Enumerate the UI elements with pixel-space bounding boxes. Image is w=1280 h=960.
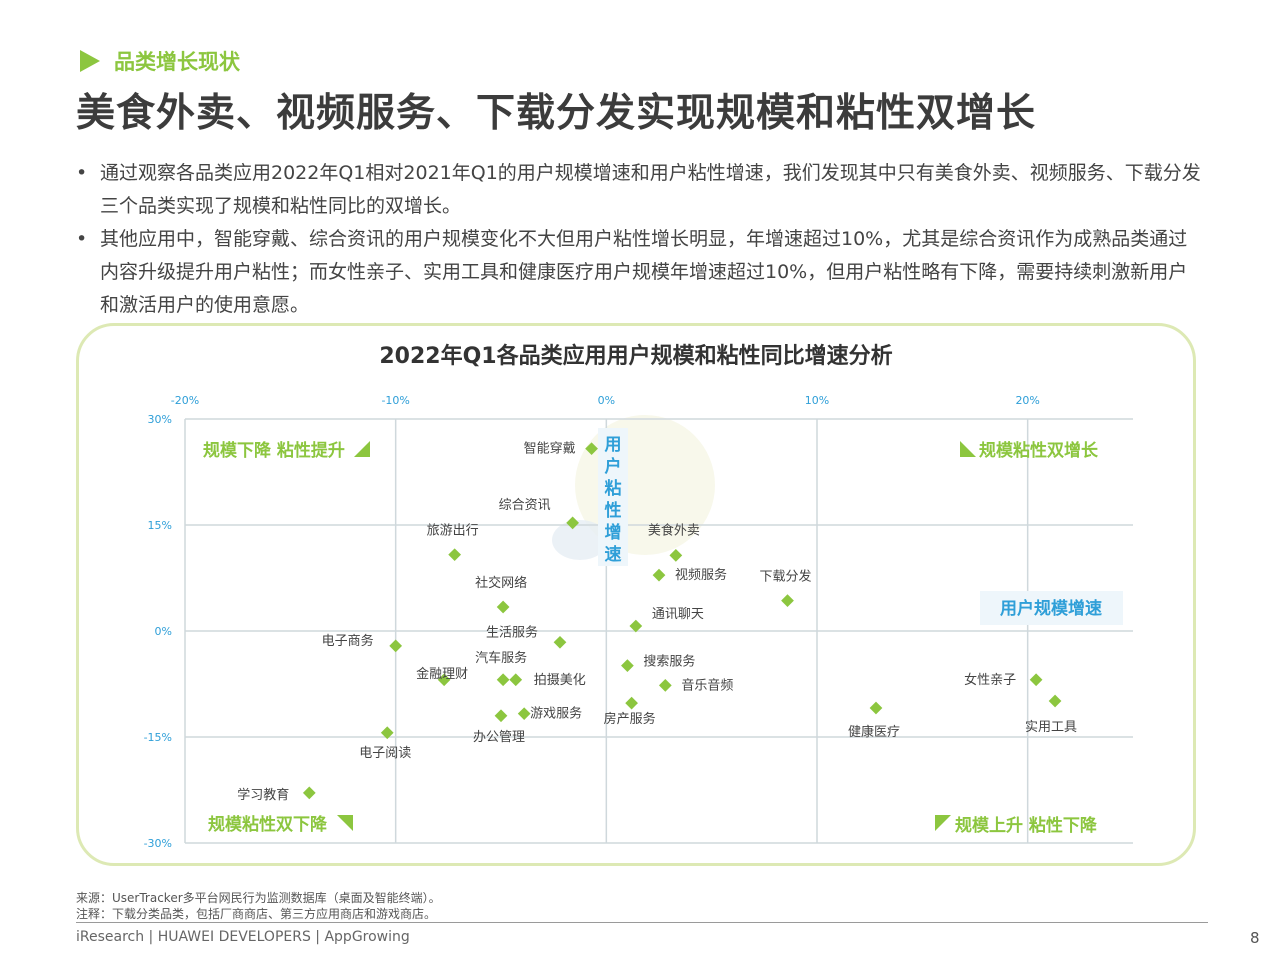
x-tick-label: 0%	[598, 394, 615, 407]
data-point-label: 游戏服务	[530, 706, 582, 722]
data-point-label: 下载分发	[760, 569, 812, 585]
data-point-label: 美食外卖	[648, 522, 700, 538]
data-point-label: 实用工具	[1025, 720, 1077, 735]
data-point-label: 拍摄美化	[534, 673, 586, 688]
data-point	[669, 549, 683, 562]
y-tick-label: 15%	[148, 519, 172, 532]
x-tick-label: -10%	[381, 394, 409, 407]
corner-triangle-icon	[337, 815, 353, 831]
quadrant-label-bottom-left: 规模粘性双下降	[208, 814, 328, 835]
bullet-icon: •	[76, 162, 88, 184]
y-tick-label: 30%	[148, 413, 172, 426]
data-point	[517, 707, 531, 721]
data-point	[1029, 673, 1043, 687]
data-point	[302, 786, 316, 800]
data-point-label: 旅游出行	[427, 524, 479, 539]
data-point	[658, 679, 672, 692]
chart-title: 2022年Q1各品类应用用户规模和粘性同比增速分析	[379, 344, 893, 369]
section-label: 品类增长现状	[80, 46, 240, 76]
bullet-icon: •	[76, 228, 88, 250]
data-point-label: 通讯聊天	[652, 607, 704, 622]
y-axis-label-char: 速	[605, 544, 622, 565]
x-tick-label: 20%	[1015, 394, 1039, 407]
bullet-text: 通过观察各品类应用2022年Q1相对2021年Q1的用户规模增速和用户粘性增速，…	[100, 162, 1201, 217]
data-point-label: 智能穿戴	[524, 441, 576, 457]
x-tick-label: -20%	[171, 394, 199, 407]
play-triangle-icon	[80, 50, 100, 72]
y-axis-label-char: 户	[605, 456, 622, 477]
section-label-text: 品类增长现状	[114, 50, 240, 74]
y-tick-label: -15%	[144, 731, 172, 744]
page-number: 8	[1250, 929, 1260, 947]
y-tick-label: 0%	[155, 625, 172, 638]
data-point-label: 汽车服务	[475, 650, 527, 666]
bullet-item: • 通过观察各品类应用2022年Q1相对2021年Q1的用户规模增速和用户粘性增…	[76, 157, 1206, 223]
data-point-label: 金融理财	[416, 666, 468, 682]
data-point	[621, 659, 634, 672]
chart-panel	[76, 323, 1196, 866]
data-point	[869, 701, 883, 715]
data-point	[509, 673, 523, 687]
bullet-text: 其他应用中，智能穿戴、综合资讯的用户规模变化不大但用户粘性增长明显，年增速超过1…	[100, 228, 1188, 316]
data-point	[448, 548, 462, 562]
quadrant-label-top-right: 规模粘性双增长	[979, 440, 1099, 461]
source-note: 来源：UserTracker多平台网民行为监测数据库（桌面及智能终端）。	[76, 891, 441, 905]
corner-triangle-icon	[354, 441, 370, 457]
data-point-label: 社交网络	[475, 575, 527, 591]
data-point-label: 生活服务	[486, 624, 538, 640]
background-illustration	[552, 520, 608, 560]
y-axis-label-char: 粘	[605, 478, 622, 499]
data-point	[625, 696, 638, 710]
data-point-label: 女性亲子	[964, 672, 1016, 688]
bullet-list: • 通过观察各品类应用2022年Q1相对2021年Q1的用户规模增速和用户粘性增…	[76, 157, 1206, 322]
data-point-label: 房产服务	[604, 711, 656, 727]
data-point	[496, 600, 510, 614]
y-tick-label: -30%	[144, 837, 172, 850]
data-point	[494, 709, 508, 723]
data-point	[553, 635, 567, 649]
data-point	[652, 568, 666, 582]
x-axis-label-bg	[980, 591, 1123, 625]
y-axis-label-char: 用	[605, 435, 622, 455]
corner-triangle-icon	[960, 441, 976, 457]
page-title: 美食外卖、视频服务、下载分发实现规模和粘性双增长	[76, 91, 1037, 136]
corner-triangle-icon	[935, 815, 951, 831]
data-point	[781, 594, 794, 607]
data-point-label: 办公管理	[473, 730, 525, 745]
x-tick-label: 10%	[805, 394, 829, 407]
y-axis-label: 用户粘性增速	[598, 428, 628, 566]
y-axis-label-bg	[598, 428, 628, 566]
data-point-label: 搜索服务	[643, 654, 695, 670]
footer-divider	[76, 922, 1208, 923]
y-axis-label-char: 增	[605, 522, 622, 543]
quadrant-label-top-left: 规模下降 粘性提升	[203, 440, 345, 461]
data-point-label: 健康医疗	[848, 724, 900, 740]
footer-notes: 来源：UserTracker多平台网民行为监测数据库（桌面及智能终端）。 注释：…	[76, 890, 441, 922]
data-point-label: 电子阅读	[359, 746, 411, 761]
bullet-item: • 其他应用中，智能穿戴、综合资讯的用户规模变化不大但用户粘性增长明显，年增速超…	[76, 223, 1206, 322]
annotation-note: 注释：下载分类品类，包括厂商商店、第三方应用商店和游戏商店。	[76, 907, 437, 921]
data-point-label: 综合资讯	[499, 498, 551, 513]
data-point-label: 电子商务	[322, 633, 374, 649]
data-point-label: 学习教育	[237, 787, 289, 803]
quadrant-label-bottom-right: 规模上升 粘性下降	[955, 815, 1098, 836]
data-point	[1048, 694, 1062, 708]
data-point-label: 视频服务	[675, 567, 727, 583]
data-point	[389, 639, 403, 653]
x-axis-label: 用户规模增速	[1000, 598, 1102, 619]
data-point-label: 音乐音频	[681, 677, 733, 693]
data-point	[496, 673, 510, 687]
y-axis-label-char: 性	[605, 500, 622, 521]
footer-brand: iResearch | HUAWEI DEVELOPERS | AppGrowi…	[76, 929, 410, 945]
